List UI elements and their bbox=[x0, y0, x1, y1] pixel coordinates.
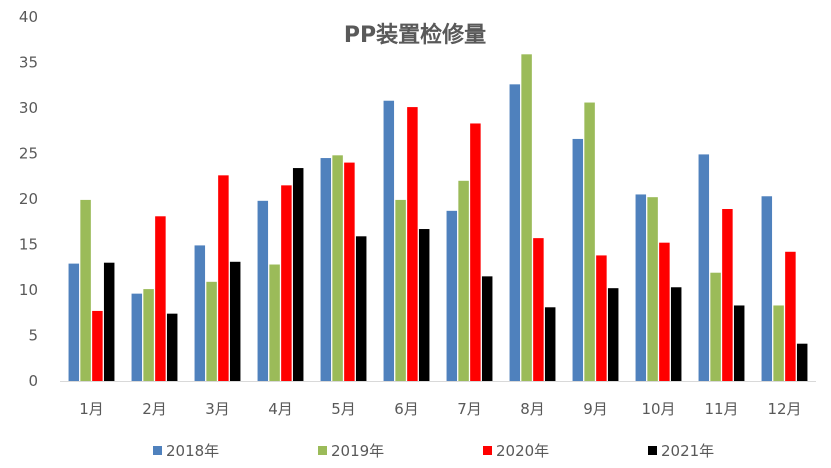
bar-1-5 bbox=[320, 158, 332, 381]
y-tick-label: 10 bbox=[19, 281, 38, 299]
legend-label: 2018年 bbox=[166, 442, 219, 460]
bar-3-10 bbox=[659, 242, 670, 381]
bar-1-3 bbox=[194, 245, 206, 381]
bar-4-1 bbox=[103, 262, 115, 381]
bar-1-1 bbox=[68, 263, 80, 381]
x-tick-label: 12月 bbox=[767, 400, 801, 418]
bar-1-4 bbox=[257, 200, 269, 381]
bar-4-12 bbox=[796, 343, 808, 381]
bar-1-7 bbox=[446, 210, 458, 381]
bar-3-11 bbox=[722, 209, 733, 381]
bar-1-10 bbox=[635, 194, 647, 381]
legend-label: 2020年 bbox=[496, 442, 549, 460]
y-tick-label: 5 bbox=[28, 327, 38, 345]
legend-swatch bbox=[153, 446, 162, 455]
bar-1-8 bbox=[509, 84, 521, 381]
x-axis-ticks: 1月 2月 3月 4月 5月 6月 7月 8月 9月 10月 11月 12月 bbox=[79, 400, 801, 418]
bar-4-2 bbox=[166, 313, 178, 381]
bar-3-5 bbox=[344, 162, 355, 381]
x-tick-label: 7月 bbox=[457, 400, 482, 418]
x-tick-label: 5月 bbox=[331, 400, 356, 418]
legend-label: 2021年 bbox=[661, 442, 714, 460]
y-tick-label: 15 bbox=[19, 236, 38, 254]
x-tick-label: 3月 bbox=[205, 400, 230, 418]
x-tick-label: 11月 bbox=[704, 400, 738, 418]
bar-2-8 bbox=[521, 54, 532, 382]
y-tick-label: 40 bbox=[19, 8, 38, 26]
y-axis-ticks: 0 5 10 15 20 25 30 35 40 bbox=[19, 8, 38, 390]
bar-4-8 bbox=[544, 307, 556, 381]
y-tick-label: 30 bbox=[19, 99, 38, 117]
bar-4-4 bbox=[292, 168, 304, 381]
bar-2-11 bbox=[710, 272, 721, 381]
y-tick-label: 35 bbox=[19, 54, 38, 72]
bar-3-4 bbox=[281, 185, 292, 381]
bar-4-9 bbox=[607, 288, 619, 381]
bar-2-4 bbox=[269, 264, 280, 381]
y-tick-label: 20 bbox=[19, 190, 38, 208]
bar-2-12 bbox=[773, 305, 784, 381]
bar-3-3 bbox=[218, 175, 229, 381]
bar-2-6 bbox=[395, 199, 406, 381]
legend-swatch bbox=[318, 446, 327, 455]
bar-4-6 bbox=[418, 229, 430, 381]
bar-2-9 bbox=[584, 102, 595, 381]
x-tick-label: 2月 bbox=[142, 400, 167, 418]
bar-2-3 bbox=[206, 281, 217, 381]
bar-2-2 bbox=[143, 289, 154, 381]
bar-1-11 bbox=[698, 154, 710, 381]
legend-swatch bbox=[483, 446, 492, 455]
bar-2-1 bbox=[80, 199, 91, 381]
bar-2-7 bbox=[458, 180, 469, 381]
bar-1-2 bbox=[131, 293, 143, 381]
x-tick-label: 9月 bbox=[583, 400, 608, 418]
bars-group bbox=[68, 54, 808, 382]
bar-2-5 bbox=[332, 155, 343, 381]
bar-1-6 bbox=[383, 100, 395, 381]
bar-3-8 bbox=[533, 238, 544, 381]
bar-3-2 bbox=[155, 216, 166, 381]
bar-2-10 bbox=[647, 197, 658, 381]
bar-3-6 bbox=[407, 107, 418, 381]
x-tick-label: 6月 bbox=[394, 400, 419, 418]
bar-4-5 bbox=[355, 236, 367, 381]
bar-4-11 bbox=[733, 305, 745, 381]
y-tick-label: 0 bbox=[28, 372, 38, 390]
bar-4-7 bbox=[481, 276, 493, 381]
bar-1-12 bbox=[761, 196, 773, 381]
x-tick-label: 4月 bbox=[268, 400, 293, 418]
bar-4-3 bbox=[229, 261, 241, 381]
bar-3-1 bbox=[92, 310, 103, 381]
legend: 2018年 2019年 2020年 2021年 bbox=[153, 442, 714, 460]
x-tick-label: 8月 bbox=[520, 400, 545, 418]
y-tick-label: 25 bbox=[19, 145, 38, 163]
bar-1-9 bbox=[572, 138, 584, 381]
bar-3-9 bbox=[596, 255, 607, 381]
legend-swatch bbox=[648, 446, 657, 455]
chart-title: PP装置检修量 bbox=[344, 22, 486, 48]
x-tick-label: 1月 bbox=[79, 400, 104, 418]
bar-3-12 bbox=[785, 251, 796, 381]
bar-4-10 bbox=[670, 287, 682, 381]
bar-3-7 bbox=[470, 123, 481, 381]
x-tick-label: 10月 bbox=[641, 400, 675, 418]
legend-label: 2019年 bbox=[331, 442, 384, 460]
